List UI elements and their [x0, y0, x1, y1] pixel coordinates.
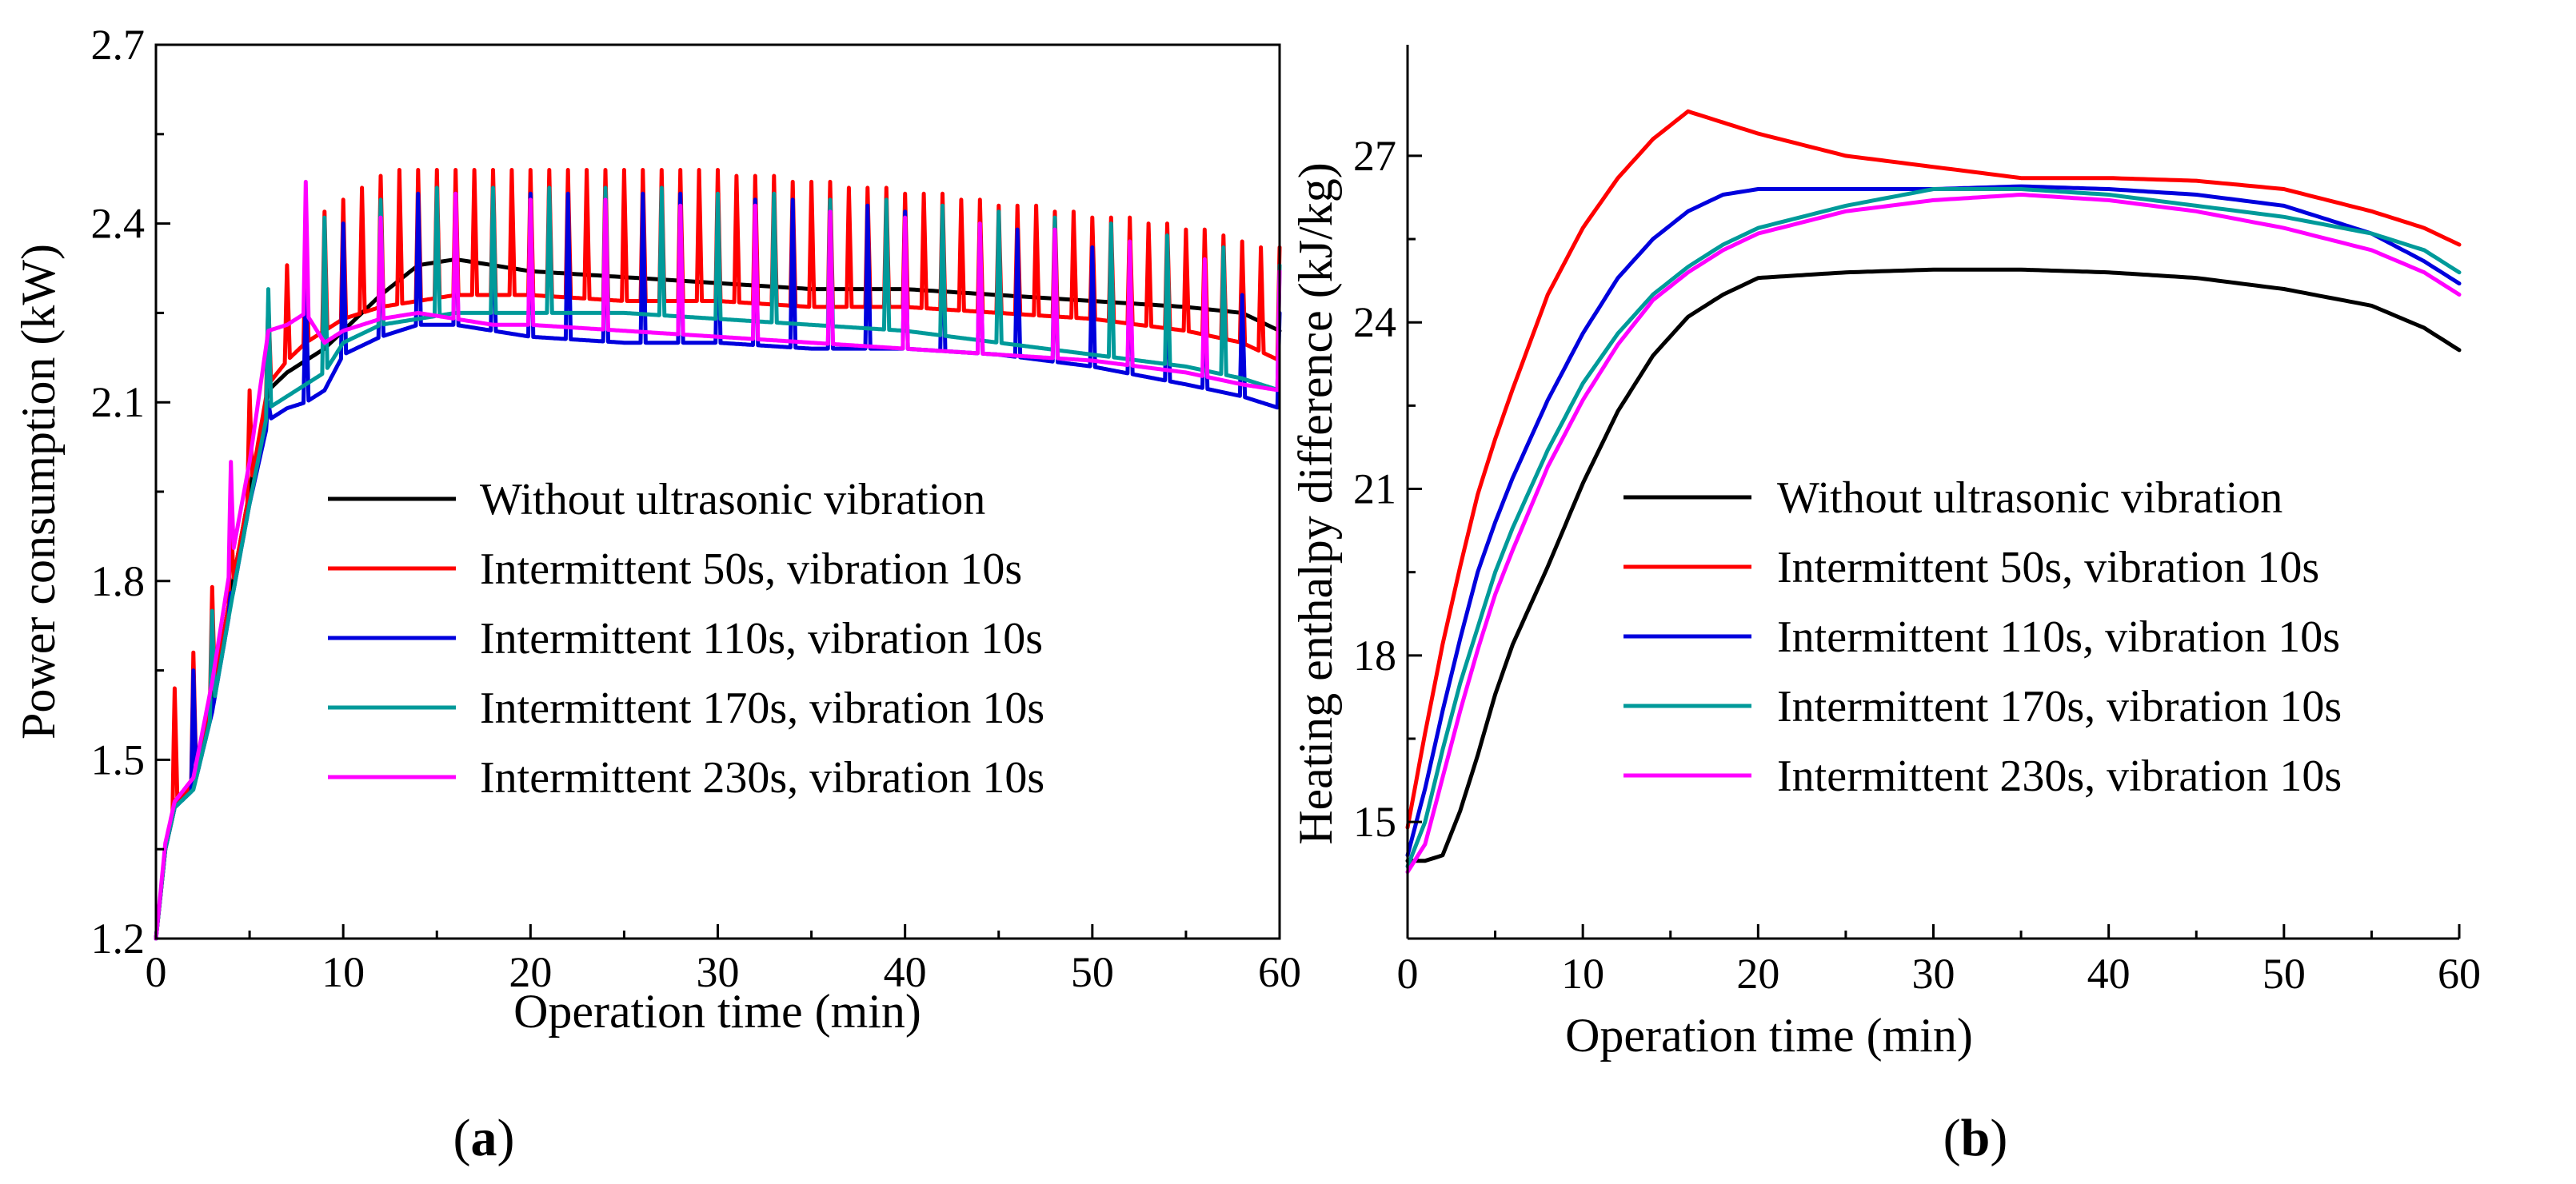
panel-b-x-tick-label: 20 [1736, 950, 1779, 998]
panel-b-x-tick-label: 10 [1561, 950, 1604, 998]
panel-b-series-line-0 [1405, 267, 2462, 863]
panel-a-series-line-3 [154, 185, 1282, 941]
panel-a-caption-letter: a [471, 1109, 497, 1167]
panel-a-y-tick-label: 1.5 [91, 736, 146, 783]
panel-b-x-tick-label: 0 [1397, 950, 1419, 998]
panel-b-legend: Without ultrasonic vibration Intermitten… [1623, 473, 2342, 801]
panel-a-y-axis-title: Power consumption (kW) [12, 244, 65, 740]
panel-b-legend-label-0: Without ultrasonic vibration [1777, 473, 2282, 523]
panel-b-caption-label: (b) [1943, 1109, 2008, 1167]
panel-a-y-tick-label: 1.2 [91, 915, 146, 963]
panel-a-series-line-4 [154, 179, 1282, 941]
panel-b-chart: 0 10 20 30 40 50 60 15 18 21 24 27 Operation time (… [1289, 45, 2481, 1167]
panel-b-x-tick-label: 50 [2262, 950, 2306, 998]
panel-a-legend-label-1: Intermittent 50s, vibration 10s [480, 544, 1022, 594]
panel-b-y-tick-label: 15 [1353, 798, 1396, 846]
panel-a-legend-label-0: Without ultrasonic vibration [480, 475, 985, 524]
panel-a-y-tick-label: 1.8 [91, 557, 146, 605]
panel-b-legend-label-3: Intermittent 170s, vibration 10s [1777, 682, 2342, 732]
panel-a-x-tick-label: 60 [1258, 948, 1301, 996]
panel-a-caption-label: (a) [453, 1109, 515, 1167]
panel-b-caption-letter: b [1961, 1109, 1991, 1167]
panel-a-y-tick-label: 2.1 [91, 378, 146, 426]
panel-a-x-tick-label: 0 [146, 948, 167, 996]
panel-a-legend-label-4: Intermittent 230s, vibration 10s [480, 753, 1044, 803]
panel-a-y-tick-label: 2.7 [91, 21, 146, 69]
panel-a-x-tick-label: 40 [884, 948, 927, 996]
panel-a-series-group [154, 168, 1282, 941]
panel-a-legend: Without ultrasonic vibration Intermitten… [328, 475, 1044, 803]
panel-b-legend-label-4: Intermittent 230s, vibration 10s [1777, 751, 2342, 801]
panel-b-series-line-3 [1405, 187, 2462, 869]
panel-a-chart: 0 10 20 30 40 50 60 1.2 1.5 1.8 2.1 2.4 2.7 Operatio… [12, 21, 1301, 1167]
panel-b-x-tick-label: 40 [2087, 950, 2131, 998]
panel-a-x-tick-label: 10 [322, 948, 365, 996]
panel-b-legend-label-1: Intermittent 50s, vibration 10s [1777, 543, 2319, 592]
panel-b-series-line-4 [1405, 193, 2462, 875]
panel-a-x-tick-label: 30 [697, 948, 740, 996]
panel-b-y-tick-label: 21 [1353, 465, 1396, 513]
panel-a-series-line-1 [154, 168, 1282, 941]
panel-a-axes: 0 10 20 30 40 50 60 1.2 1.5 1.8 2.1 2.4 2.7 [91, 21, 1302, 996]
panel-a-legend-label-2: Intermittent 110s, vibration 10s [480, 614, 1043, 664]
panel-a-y-tick-label: 2.4 [91, 200, 146, 248]
panel-b-y-axis-title: Heating enthalpy difference (kJ/kg) [1289, 162, 1342, 845]
panel-a-x-axis-title: Operation time (min) [513, 985, 921, 1038]
panel-b-x-tick-label: 60 [2438, 950, 2481, 998]
panel-b-y-tick-label: 24 [1353, 298, 1396, 346]
panel-b-series-group [1405, 109, 2462, 875]
panel-a-legend-label-3: Intermittent 170s, vibration 10s [480, 684, 1044, 733]
panel-b-series-line-1 [1405, 109, 2462, 830]
panel-b-y-tick-label: 27 [1353, 132, 1396, 180]
panel-b-y-tick-label: 18 [1353, 632, 1396, 680]
panel-b-axes: 0 10 20 30 40 50 60 15 18 21 24 27 [1353, 45, 2481, 998]
panel-a-x-tick-label: 20 [509, 948, 552, 996]
panel-b-x-tick-label: 30 [1912, 950, 1955, 998]
panel-b-x-axis-title: Operation time (min) [1565, 1009, 1973, 1062]
panel-b-legend-label-2: Intermittent 110s, vibration 10s [1777, 612, 2340, 662]
panel-a-x-tick-label: 50 [1071, 948, 1114, 996]
